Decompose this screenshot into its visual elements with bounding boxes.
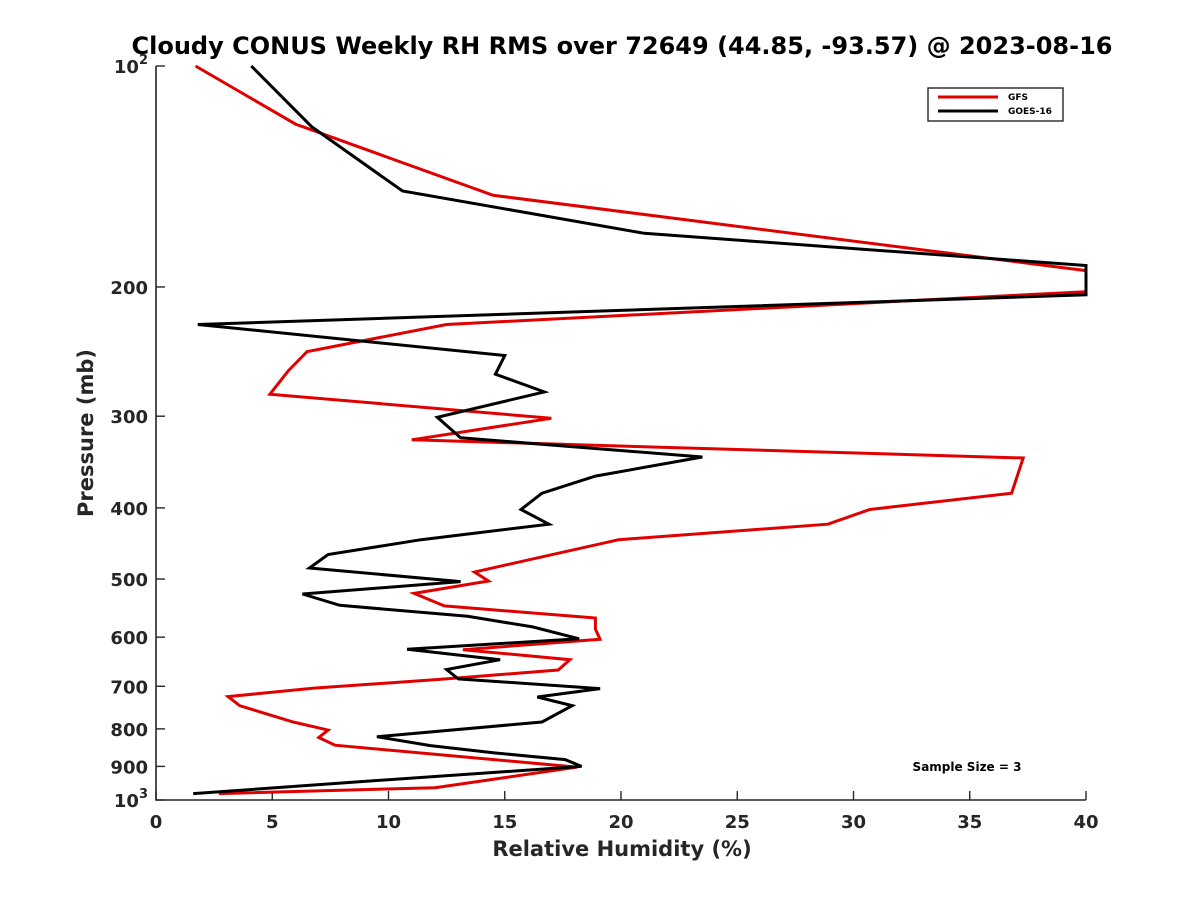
legend-box: [927, 87, 1064, 122]
y-tick-label: 800: [110, 720, 148, 741]
y-tick-label: 200: [110, 278, 148, 299]
x-tick-label: 15: [492, 812, 517, 833]
y-tick-label: 500: [110, 570, 148, 591]
x-axis-label: Relative Humidity (%): [492, 837, 751, 861]
x-tick-label: 5: [266, 812, 279, 833]
x-tick-label: 30: [841, 812, 866, 833]
y-tick-label: 400: [110, 499, 148, 520]
series-line-gfs: [194, 64, 1088, 796]
y-axis-label: Pressure (mb): [74, 349, 98, 517]
y-tick-label: 600: [110, 628, 148, 649]
legend: GFS GOES-16: [927, 87, 1064, 122]
sample-size-annotation: Sample Size = 3: [913, 760, 1022, 774]
x-tick-label: 40: [1073, 812, 1098, 833]
plot-area: 0 5 10 15 20 25 30 35 40 102 200 300 400 500 600 700 800…: [110, 53, 1098, 833]
legend-entry-label: GOES-16: [1008, 107, 1052, 117]
y-tick-label: 900: [110, 757, 148, 778]
x-tick-label: 35: [957, 812, 982, 833]
legend-entry-label: GFS: [1008, 93, 1028, 103]
chart-title: Cloudy CONUS Weekly RH RMS over 72649 (4…: [132, 32, 1113, 60]
series-line-goes-16: [193, 64, 1088, 796]
x-tick-label: 20: [608, 812, 633, 833]
y-tick-label: 103: [114, 787, 148, 812]
y-tick-label: 700: [110, 677, 148, 698]
y-tick-label: 300: [110, 407, 148, 428]
y-tick-label: 102: [114, 53, 148, 78]
x-tick-label: 10: [376, 812, 401, 833]
x-tick-label: 0: [150, 812, 163, 833]
x-tick-label: 25: [725, 812, 750, 833]
